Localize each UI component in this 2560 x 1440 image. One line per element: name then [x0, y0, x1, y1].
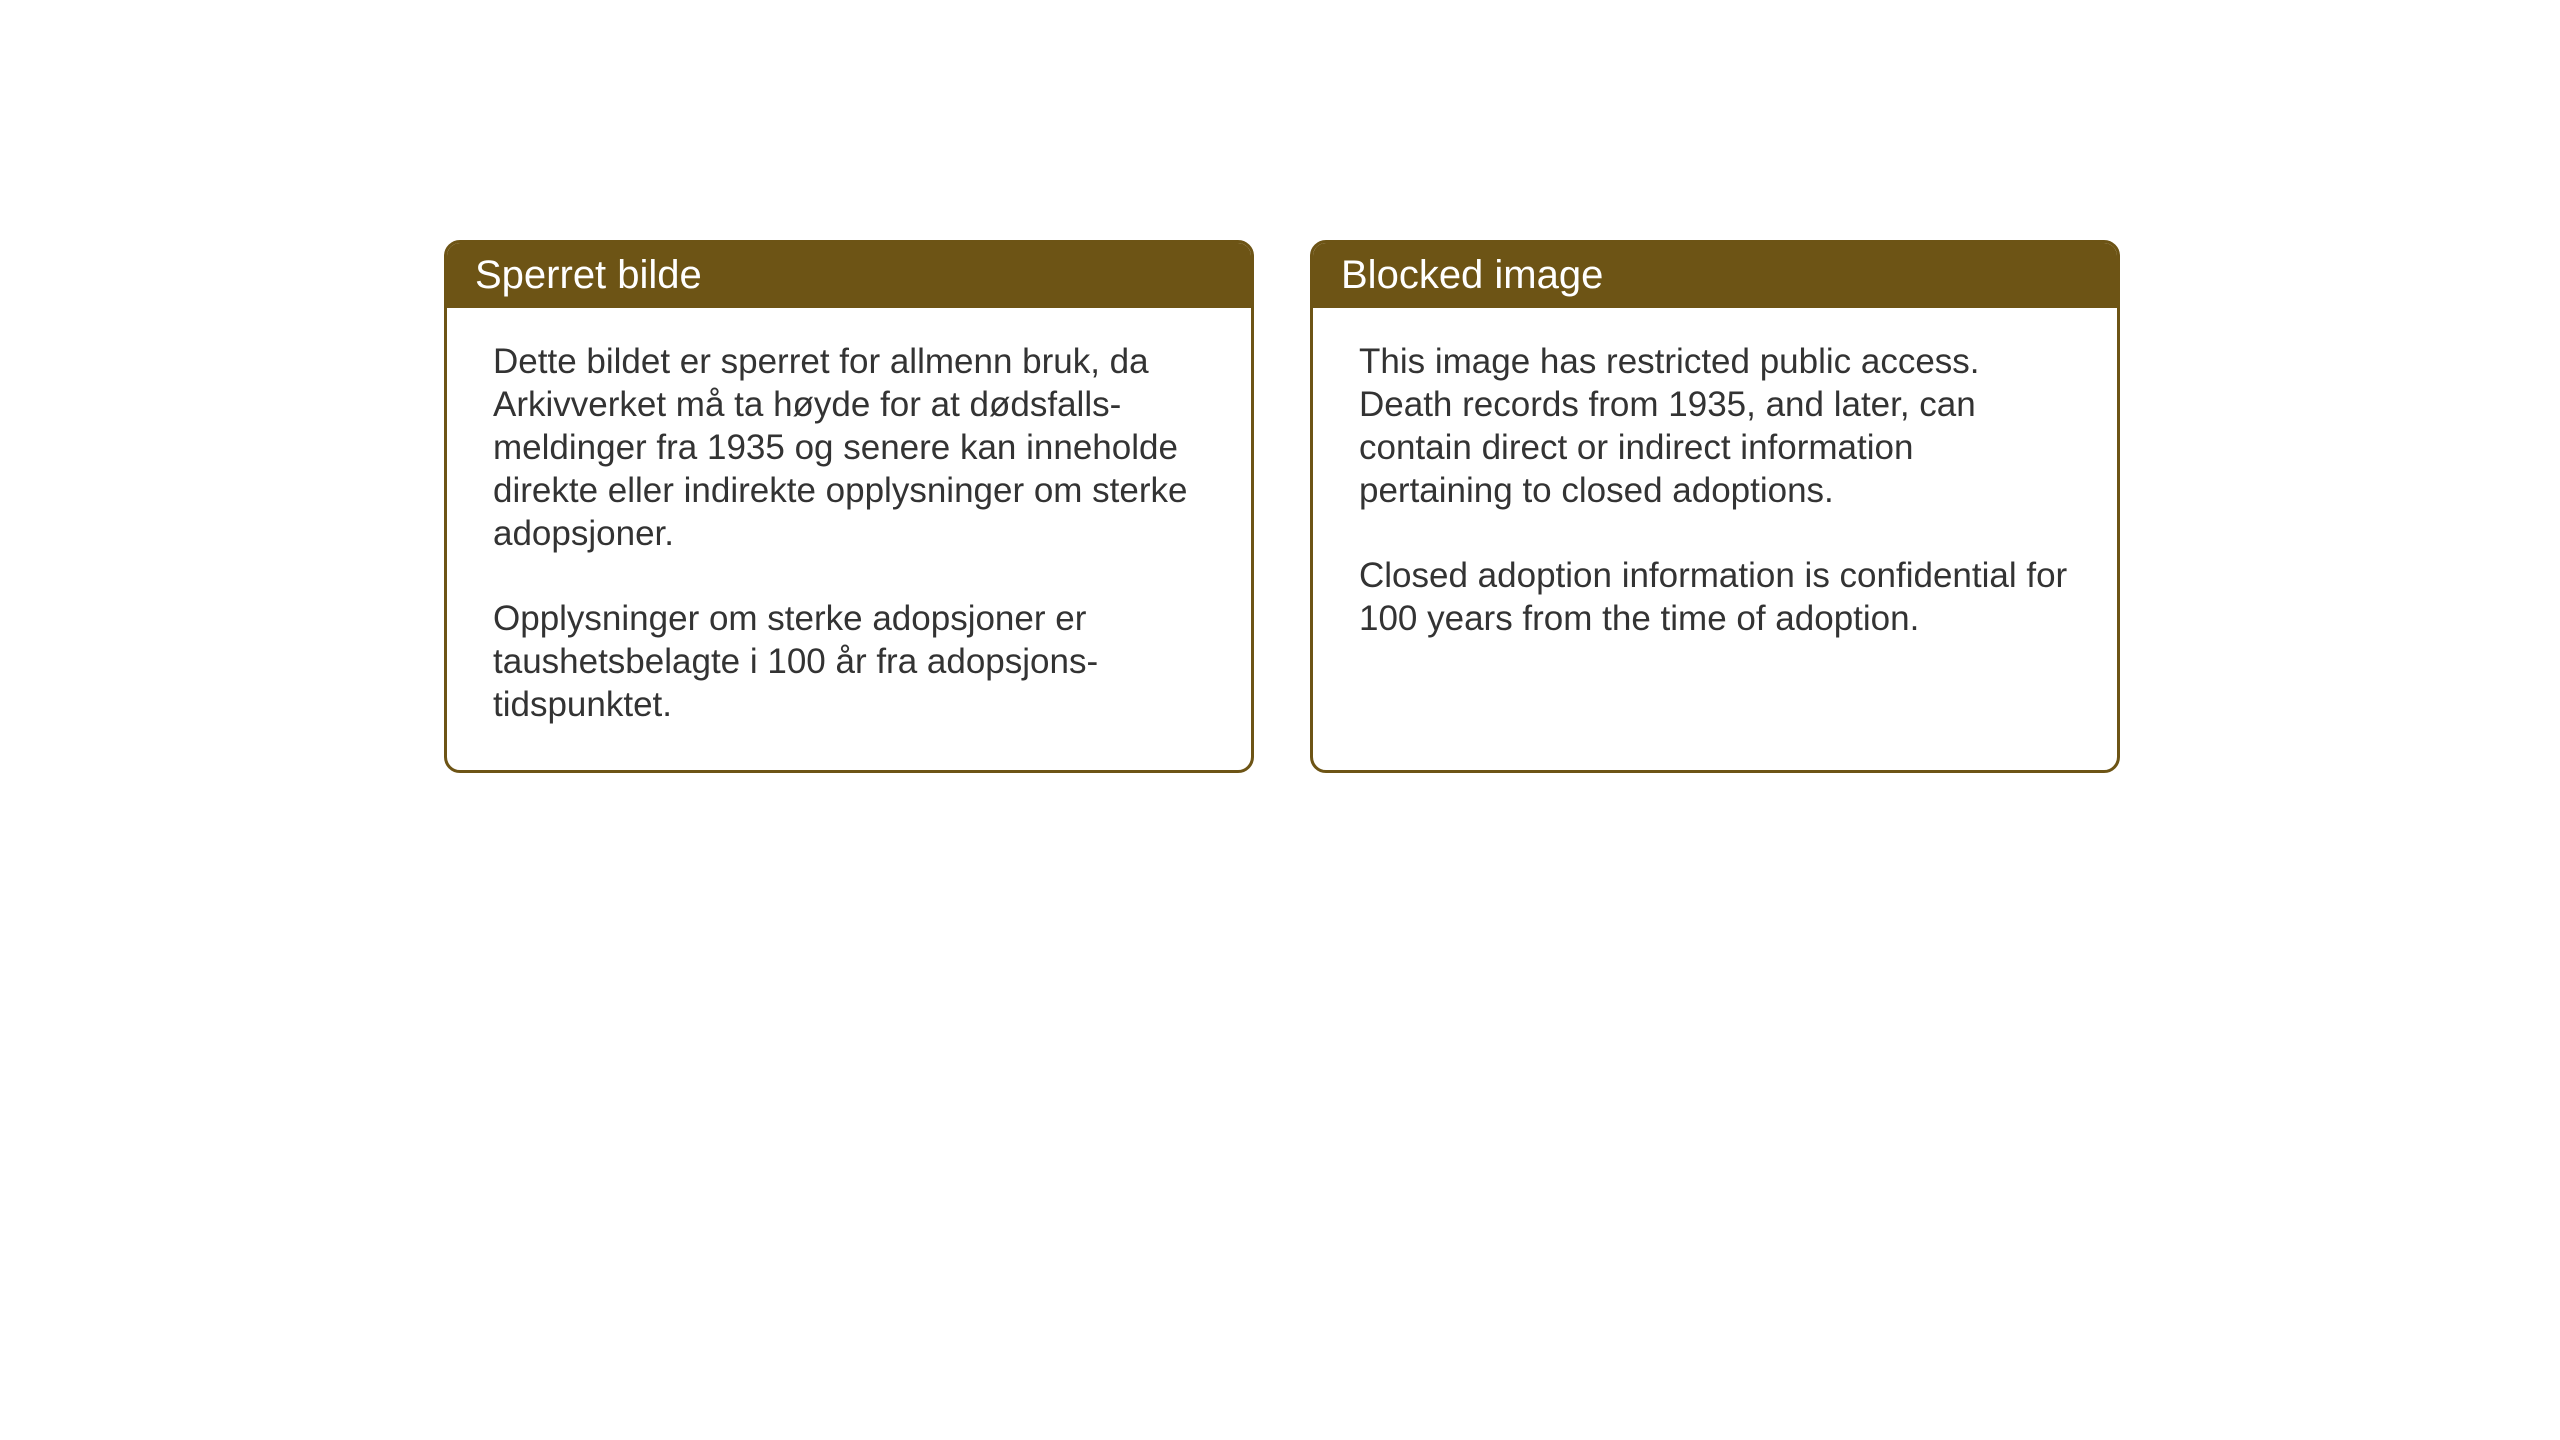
norwegian-notice-card: Sperret bilde Dette bildet er sperret fo…: [444, 240, 1254, 773]
norwegian-paragraph-2: Opplysninger om sterke adopsjoner er tau…: [493, 597, 1205, 726]
norwegian-card-body: Dette bildet er sperret for allmenn bruk…: [447, 308, 1251, 770]
notice-container: Sperret bilde Dette bildet er sperret fo…: [444, 240, 2120, 773]
norwegian-paragraph-1: Dette bildet er sperret for allmenn bruk…: [493, 340, 1205, 555]
english-card-header: Blocked image: [1313, 243, 2117, 308]
norwegian-card-header: Sperret bilde: [447, 243, 1251, 308]
english-card-body: This image has restricted public access.…: [1313, 308, 2117, 684]
english-paragraph-1: This image has restricted public access.…: [1359, 340, 2071, 512]
english-paragraph-2: Closed adoption information is confident…: [1359, 554, 2071, 640]
norwegian-card-title: Sperret bilde: [475, 253, 702, 297]
english-card-title: Blocked image: [1341, 253, 1603, 297]
english-notice-card: Blocked image This image has restricted …: [1310, 240, 2120, 773]
